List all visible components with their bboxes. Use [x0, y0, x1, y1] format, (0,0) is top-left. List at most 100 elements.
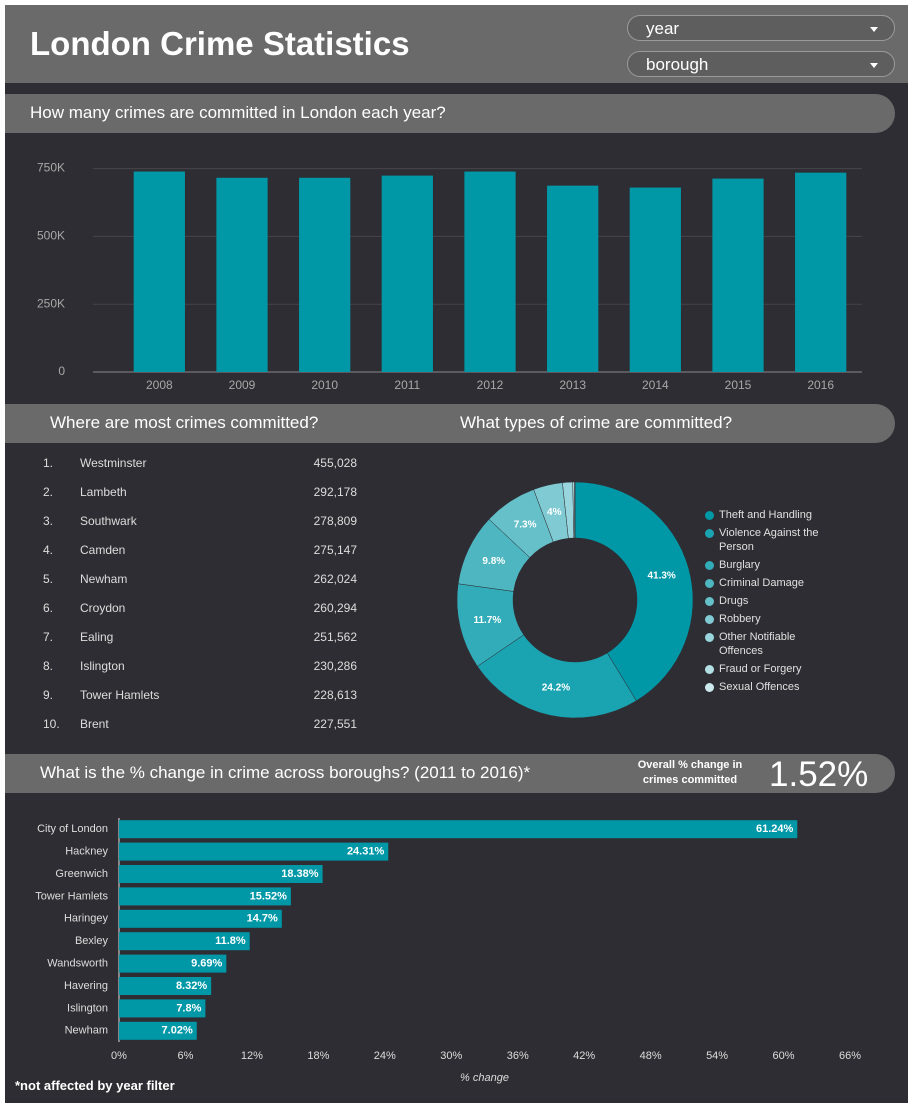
legend-swatch	[705, 561, 714, 570]
legend-entry: Violence Against the Person	[705, 526, 835, 554]
crime-count: 292,178	[313, 485, 357, 499]
data-label: 61.24%	[756, 823, 794, 835]
legend-label: Robbery	[719, 613, 761, 625]
crime-count: 251,562	[313, 630, 357, 644]
data-label: 9.69%	[191, 958, 222, 970]
y-tick-label: Bexley	[75, 935, 109, 947]
legend-swatch	[705, 597, 714, 606]
legend-label: Theft and Handling	[719, 509, 812, 521]
crime-count: 455,028	[313, 456, 357, 470]
bar	[216, 177, 268, 372]
rank-number: 1.	[43, 456, 54, 470]
y-tick-label: Newham	[65, 1025, 108, 1037]
y-tick-label: Wandsworth	[47, 958, 108, 970]
crime-count: 278,809	[313, 514, 357, 528]
legend-label: Criminal Damage	[719, 577, 804, 589]
legend-entry: Burglary	[705, 558, 835, 572]
rank-number: 7.	[43, 630, 54, 644]
donut-slice	[477, 634, 637, 719]
filter-dropdown[interactable]: borough	[627, 51, 895, 77]
data-label: 7.8%	[176, 1002, 201, 1014]
x-tick-label: 66%	[839, 1050, 861, 1062]
x-tick-label: 2016	[807, 378, 834, 392]
rank-number: 3.	[43, 514, 54, 528]
section-band	[5, 404, 895, 443]
filter-dropdown[interactable]: year	[627, 15, 895, 41]
x-tick-label: 0%	[111, 1050, 127, 1062]
x-tick-label: 18%	[307, 1050, 329, 1062]
borough-name: Westminster	[80, 456, 147, 470]
legend-entry: Sexual Offences	[705, 680, 835, 694]
x-tick-label: 2011	[394, 378, 420, 392]
y-tick-label: 0	[58, 364, 65, 378]
bar	[119, 842, 389, 861]
borough-name: Southwark	[80, 514, 137, 528]
x-tick-label: 6%	[178, 1050, 194, 1062]
bar	[547, 185, 599, 372]
rank-number: 8.	[43, 659, 54, 673]
rank-number: 10.	[43, 717, 60, 731]
legend-entry: Other Notifiable Offences	[705, 630, 835, 658]
legend-entry: Theft and Handling	[705, 508, 835, 522]
legend-swatch	[705, 683, 714, 692]
y-tick-label: Hackney	[65, 846, 108, 858]
borough-name: Ealing	[80, 630, 114, 644]
dashboard: London Crime Statistics year borough How…	[5, 5, 908, 1103]
bar	[119, 954, 227, 973]
legend-label: Fraud or Forgery	[719, 663, 802, 675]
x-tick-label: 48%	[640, 1050, 662, 1062]
y-tick-label: City of London	[37, 823, 108, 835]
rank-number: 5.	[43, 572, 54, 586]
x-tick-label: 12%	[241, 1050, 263, 1062]
bar	[119, 887, 291, 906]
bar	[119, 977, 212, 995]
section-title: What types of crime are committed?	[460, 413, 733, 432]
page: London Crime Statistics year borough How…	[0, 5, 913, 1113]
bar	[119, 865, 323, 883]
bar	[119, 999, 206, 1018]
donut-slice	[574, 481, 576, 539]
legend-entry: Drugs	[705, 594, 835, 608]
data-label: 9.8%	[482, 556, 505, 567]
data-label: 24.2%	[542, 683, 570, 694]
rank-number: 9.	[43, 688, 54, 702]
x-tick-label: 54%	[706, 1050, 728, 1062]
rank-number: 4.	[43, 543, 54, 557]
kpi-label: Overall % change in crimes committed	[637, 759, 743, 786]
y-tick-label: 500K	[37, 229, 65, 243]
data-label: 4%	[547, 507, 562, 518]
legend: Theft and Handling Violence Against the P…	[705, 508, 835, 698]
crime-count: 230,286	[313, 659, 357, 673]
bar	[381, 175, 433, 372]
borough-name: Newham	[80, 572, 128, 586]
crime-count: 275,147	[313, 543, 357, 557]
borough-name: Lambeth	[80, 485, 127, 499]
borough-name: Islington	[80, 659, 125, 673]
bar	[119, 932, 250, 951]
section-title: What is the % change in crime across bor…	[40, 763, 531, 782]
section-title: Where are most crimes committed?	[50, 413, 319, 432]
data-label: 11.8%	[215, 935, 246, 947]
borough-name: Camden	[80, 543, 126, 557]
bar	[119, 1021, 197, 1040]
data-label: 7.3%	[514, 520, 537, 531]
x-tick-label: 2008	[146, 378, 173, 392]
legend-label: Sexual Offences	[719, 681, 800, 693]
borough-name: Brent	[80, 717, 109, 731]
x-tick-label: 36%	[507, 1050, 529, 1062]
legend-swatch	[705, 633, 714, 642]
bar	[119, 820, 798, 839]
legend-swatch	[705, 511, 714, 520]
section-title: How many crimes are committed in London …	[30, 103, 446, 122]
data-label: 24.31%	[347, 846, 385, 858]
legend-entry: Fraud or Forgery	[705, 662, 835, 676]
footnote: *not affected by year filter	[15, 1078, 175, 1093]
y-tick-label: Havering	[64, 980, 108, 992]
legend-entry: Criminal Damage	[705, 576, 835, 590]
bar	[629, 187, 681, 372]
y-tick-label: Tower Hamlets	[35, 890, 108, 902]
section-band	[5, 754, 895, 793]
legend-swatch	[705, 615, 714, 624]
x-tick-label: 2009	[229, 378, 256, 392]
legend-label: Other Notifiable Offences	[719, 631, 796, 657]
